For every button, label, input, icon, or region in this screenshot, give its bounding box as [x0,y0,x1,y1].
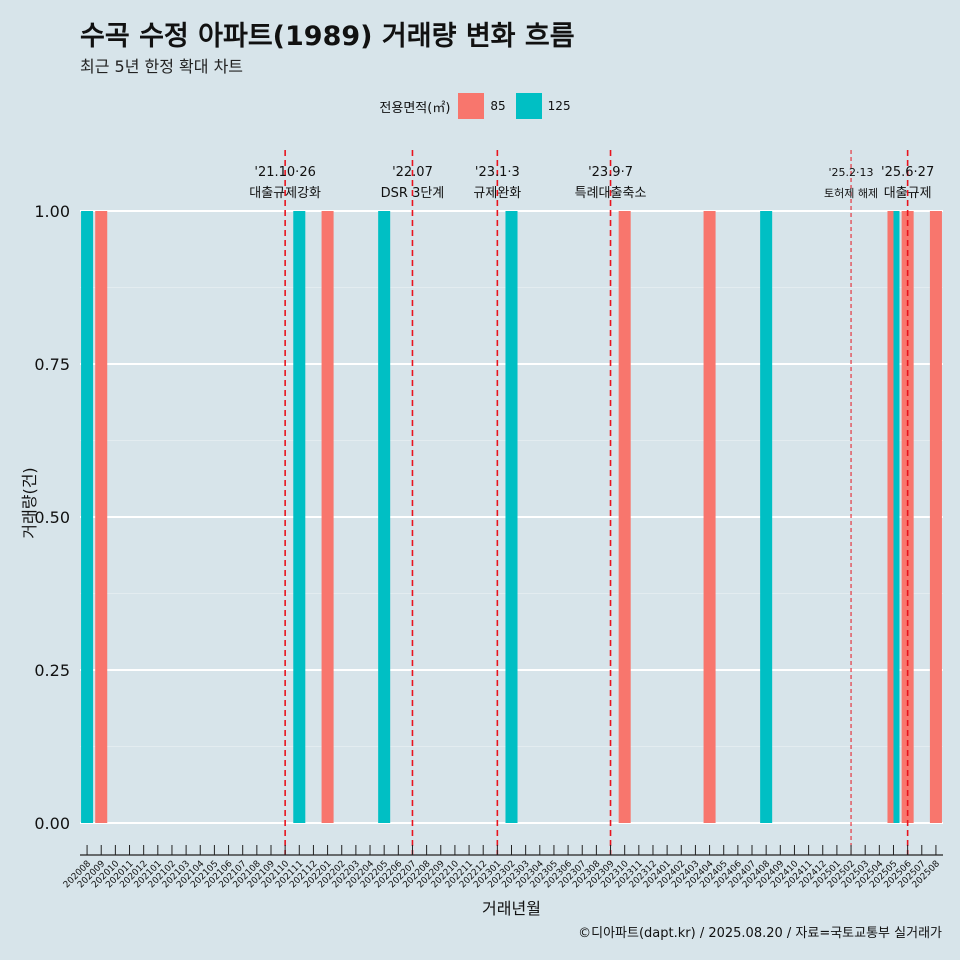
event-date-5: '25.6·27 [881,165,934,180]
legend-label-125: 125 [547,99,571,113]
legend: 전용면적(㎡) 85 125 [0,93,960,119]
legend-swatch-125 [515,93,542,119]
bar-125-202111 [293,211,306,823]
bar-85-202505 [887,211,894,823]
event-label-0: 대출규제강화 [249,186,321,201]
event-label-4: 토허제 해제 [824,186,878,200]
bar-125-202505 [893,211,900,823]
y-tick-label-1: 0.25 [34,661,70,680]
event-date-2: '23.1·3 [475,165,520,180]
event-date-1: '22.07 [392,165,433,180]
y-tick-label-3: 0.75 [34,355,70,374]
source-caption: ©디아파트(dapt.kr) / 2025.08.20 / 자료=국토교통부 실… [578,926,942,941]
bar-85-202009 [95,211,108,823]
bar-125-202205 [378,211,391,823]
bar-85-202508 [929,211,942,823]
x-axis-title: 거래년월 [482,899,541,918]
legend-label-85: 85 [490,99,506,113]
chart-title: 수곡 수정 아파트(1989) 거래량 변화 흐름 [80,21,575,52]
bar-125-202008 [81,211,94,823]
y-tick-label-4: 1.00 [34,202,70,221]
event-date-0: '21.10·26 [254,165,315,180]
bar-85-202310 [618,211,631,823]
y-axis-title: 거래량(건) [20,467,39,538]
event-label-1: DSR 3단계 [381,186,445,201]
bar-85-202404 [703,211,716,823]
y-tick-label-2: 0.50 [34,508,70,527]
event-date-3: '23.9·7 [588,165,633,180]
bar-85-202201 [321,211,334,823]
legend-swatch-85 [458,93,485,119]
y-tick-label-0: 0.00 [34,814,70,833]
event-label-5: 대출규제 [884,186,932,201]
bar-125-202408 [760,211,773,823]
bar-125-202302 [505,211,518,823]
chart-subtitle: 최근 5년 한정 확대 차트 [80,57,244,76]
legend-title: 전용면적(㎡) [379,100,451,116]
event-label-3: 특례대출축소 [575,186,647,201]
event-date-4: '25.2·13 [829,166,874,179]
bar-85-202506 [901,211,914,823]
event-label-2: 규제완화 [473,186,521,201]
